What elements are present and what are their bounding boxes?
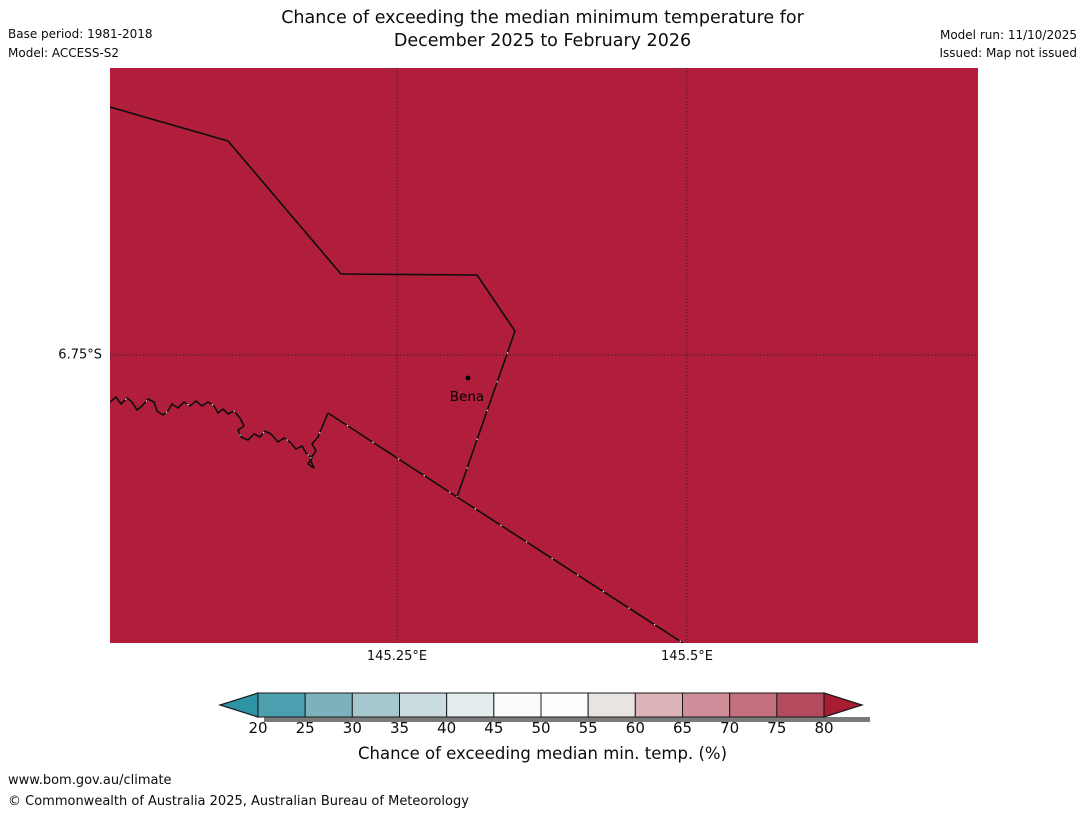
- colorbar: [218, 692, 871, 722]
- footer-url: www.bom.gov.au/climate: [8, 773, 172, 788]
- colorbar-segment: [634, 692, 684, 718]
- colorbar-left-arrow: [218, 692, 259, 718]
- colorbar-segment: [587, 692, 636, 718]
- page-title: Chance of exceeding the median minimum t…: [0, 7, 1085, 53]
- title-line-2: December 2025 to February 2026: [393, 31, 692, 51]
- region-boundary: [110, 106, 516, 332]
- colorbar-tick-label: 55: [578, 719, 598, 737]
- colorbar-segment: [304, 692, 353, 718]
- issued-label: Issued: Map not issued: [939, 46, 1077, 60]
- colorbar-tick-label: 80: [814, 719, 834, 737]
- colorbar-tick-labels: 20 25 30 35 40 45 50 55 60 65 70 75 80: [248, 719, 833, 739]
- colorbar-tick-label: 75: [767, 719, 787, 737]
- y-axis-tick-labels: 6.75°S: [28, 68, 102, 643]
- colorbar-tick-label: 70: [720, 719, 740, 737]
- colorbar-segment: [257, 692, 306, 718]
- map-canvas: Bena: [110, 68, 978, 643]
- colorbar-tick-label: 50: [531, 719, 551, 737]
- colorbar-segment: [540, 692, 589, 718]
- map-svg: Bena: [110, 68, 978, 643]
- colorbar-tick-label: 20: [248, 719, 268, 737]
- colorbar-segment: [776, 692, 825, 718]
- footer-copyright: © Commonwealth of Australia 2025, Austra…: [8, 794, 469, 809]
- colorbar-right-arrow: [823, 692, 864, 718]
- x-axis-tick-labels: 145.25°E 145.5°E: [110, 649, 978, 669]
- colorbar-segment: [446, 692, 495, 718]
- base-period-label: Base period: 1981-2018: [8, 27, 153, 41]
- colorbar-segment: [493, 692, 542, 718]
- colorbar-tick-label: 45: [484, 719, 504, 737]
- bena-place-label: Bena: [450, 389, 484, 405]
- colorbar-tick-label: 65: [672, 719, 693, 737]
- colorbar-tick-label: 60: [625, 719, 645, 737]
- colorbar-segment: [729, 692, 778, 718]
- colorbar-tick-label: 35: [389, 719, 410, 737]
- district-boundary: [456, 330, 516, 498]
- colorbar-segment: [682, 692, 731, 718]
- bena-marker-dot: [465, 375, 471, 381]
- colorbar-shadow: [264, 717, 871, 722]
- colorbar-tick-label: 25: [295, 719, 315, 737]
- model-run-block: Model run: 11/10/2025 Issued: Map not is…: [939, 26, 1077, 62]
- model-run-label: Model run: 11/10/2025: [939, 28, 1077, 42]
- map-background: [110, 68, 978, 643]
- colorbar-segment: [399, 692, 448, 718]
- colorbar-caption: Chance of exceeding median min. temp. (%…: [357, 744, 728, 763]
- colorbar-tick-label: 30: [342, 719, 362, 737]
- y-tick-label: 6.75°S: [58, 347, 102, 363]
- x-tick-label: 145.5°E: [661, 649, 713, 664]
- title-line-1: Chance of exceeding the median minimum t…: [281, 8, 804, 28]
- colorbar-segment: [351, 692, 401, 718]
- model-label: Model: ACCESS-S2: [8, 46, 120, 60]
- x-tick-label: 145.25°E: [366, 649, 428, 664]
- district-boundary: [110, 396, 329, 469]
- colorbar-tick-label: 40: [437, 719, 457, 737]
- base-period-block: Base period: 1981-2018 Model: ACCESS-S2: [8, 25, 153, 63]
